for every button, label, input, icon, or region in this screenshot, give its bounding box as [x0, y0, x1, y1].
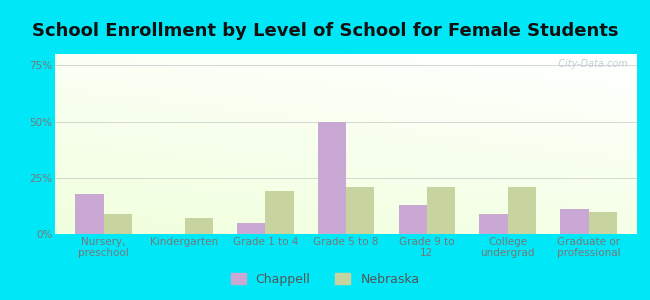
Bar — [588, 212, 617, 234]
Text: City-Data.com: City-Data.com — [552, 59, 629, 69]
Bar — [398, 205, 427, 234]
Bar — [346, 187, 374, 234]
Bar — [185, 218, 213, 234]
Bar — [237, 223, 265, 234]
Bar — [427, 187, 455, 234]
Bar — [480, 214, 508, 234]
Bar — [318, 122, 346, 234]
Text: School Enrollment by Level of School for Female Students: School Enrollment by Level of School for… — [32, 22, 618, 40]
Bar — [508, 187, 536, 234]
Bar — [104, 214, 132, 234]
Bar — [75, 194, 104, 234]
Legend: Chappell, Nebraska: Chappell, Nebraska — [226, 268, 424, 291]
Bar — [560, 209, 588, 234]
Bar — [265, 191, 294, 234]
